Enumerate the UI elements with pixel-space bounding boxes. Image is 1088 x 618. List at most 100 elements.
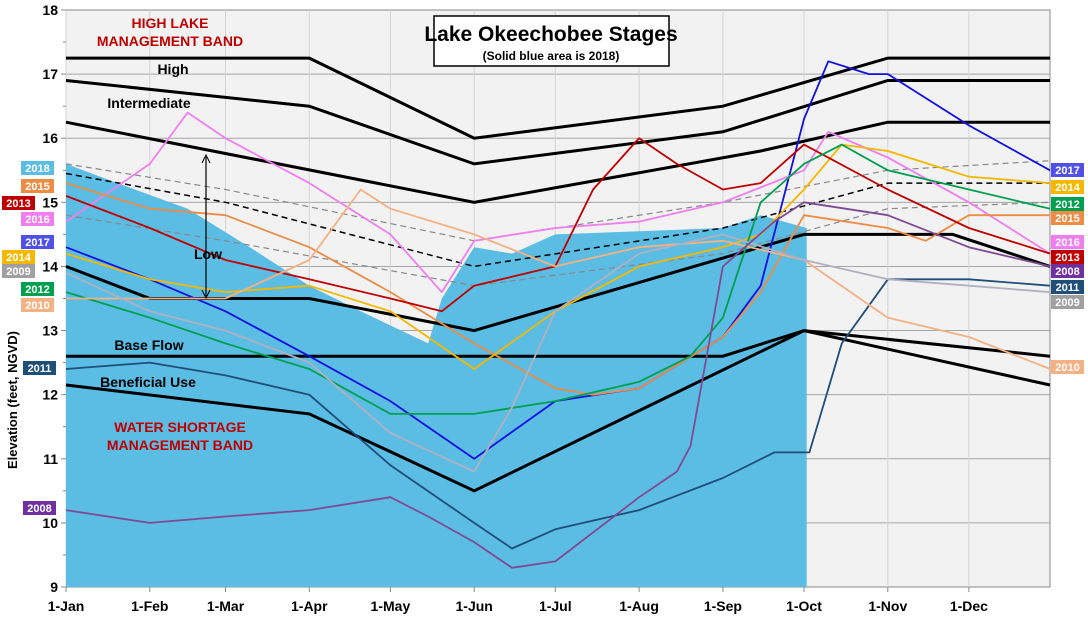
legend-swatch — [2, 196, 35, 210]
legend-label-2015: 2015 — [1051, 211, 1084, 225]
legend-label-2013: 2013 — [2, 196, 35, 210]
dashed-line — [65, 160, 1051, 242]
legend-label-2015: 2015 — [21, 179, 54, 193]
schedule-line-beneficial-use — [65, 329, 1051, 493]
high-band-label-1: HIGH LAKE — [132, 15, 209, 31]
x-tick-label: 1-Jul — [539, 598, 572, 614]
y-tick-label: 18 — [42, 2, 58, 18]
legend-swatch — [21, 282, 54, 296]
series-line-2016 — [65, 111, 1051, 294]
beneficial-use-label: Beneficial Use — [100, 374, 196, 390]
legend-swatch — [21, 235, 54, 249]
y-tick-label: 17 — [42, 66, 58, 82]
legend-text: 2011 — [1056, 282, 1080, 294]
legend-text: 2013 — [6, 198, 30, 210]
legend-swatch — [1051, 264, 1084, 278]
legend-text: 2008 — [27, 503, 51, 515]
legend-text: 2014 — [6, 252, 31, 264]
low-label: Low — [194, 246, 222, 262]
legend-label-2012: 2012 — [21, 282, 54, 296]
legend-label-2016: 2016 — [1051, 235, 1084, 249]
legend-label-2016: 2016 — [21, 212, 54, 226]
x-tick-label: 1-Mar — [207, 598, 245, 614]
dashed-line — [65, 201, 1051, 287]
legend-label-2017: 2017 — [1051, 163, 1084, 177]
legend-text: 2016 — [1055, 237, 1079, 249]
legend-text: 2010 — [25, 300, 49, 312]
legend-label-2014: 2014 — [1051, 180, 1084, 194]
x-tick-label: 1-Feb — [131, 598, 168, 614]
legend-text: 2009 — [1055, 297, 1079, 309]
area-2018 — [66, 163, 807, 587]
legend-label-2012: 2012 — [1051, 197, 1084, 211]
legend-swatch — [1051, 211, 1084, 225]
legend-label-2008: 2008 — [1051, 264, 1084, 278]
series-line-2010 — [66, 188, 1051, 370]
x-tick-label: 1-Dec — [950, 598, 988, 614]
series-line-2011 — [65, 278, 1051, 550]
chart-title: Lake Okeechobee Stages — [424, 23, 677, 46]
legend-label-2010: 2010 — [1051, 360, 1084, 374]
legend-swatch — [21, 212, 54, 226]
legend-swatch — [2, 264, 35, 278]
legend-text: 2011 — [28, 363, 52, 375]
legend-label-2017: 2017 — [21, 235, 54, 249]
x-tick-label: 1-Apr — [291, 598, 328, 614]
legend-swatch — [1051, 360, 1084, 374]
schedule-line-high — [66, 56, 1050, 140]
x-tick-label: 1-Sep — [704, 598, 742, 614]
legend-label-2014: 2014 — [2, 250, 35, 264]
legend-text: 2010 — [1055, 362, 1079, 374]
schedule-line-low-top — [65, 120, 1050, 204]
x-tick-label: 1-Nov — [868, 598, 907, 614]
legend-swatch — [1051, 197, 1084, 211]
legend-label-2009: 2009 — [2, 264, 35, 278]
legend-swatch — [1051, 280, 1084, 294]
legend-swatch — [23, 501, 56, 515]
legend-swatch — [1051, 180, 1084, 194]
legend-text: 2012 — [25, 284, 49, 296]
legend-text: 2014 — [1055, 182, 1080, 194]
legend-label-2011: 2011 — [1051, 280, 1084, 294]
x-tick-label: 1-Aug — [619, 598, 659, 614]
legend-text: 2009 — [6, 266, 30, 278]
arrow-heads — [201, 153, 211, 300]
legend-text: 2015 — [1055, 213, 1079, 225]
shortage-band-label-1: WATER SHORTAGE — [114, 419, 246, 435]
legend-label-2009: 2009 — [1051, 295, 1084, 309]
y-axis-label: Elevation (feet, NGVD) — [5, 331, 20, 469]
chart-subtitle: (Solid blue area is 2018) — [483, 49, 620, 63]
high-band-label-2: MANAGEMENT BAND — [97, 33, 243, 49]
y-tick-label: 15 — [42, 194, 58, 210]
legend-swatch — [23, 361, 56, 375]
schedule-line-intermediate — [65, 79, 1050, 166]
y-tick-label: 13 — [42, 323, 58, 339]
legend-swatch — [1051, 250, 1084, 264]
x-tick-label: 1-Oct — [786, 598, 822, 614]
legend-swatch — [21, 161, 54, 175]
intermediate-label: Intermediate — [107, 95, 190, 111]
legend-text: 2015 — [25, 181, 49, 193]
series-line-2015 — [65, 182, 1050, 396]
series-line-2009 — [65, 233, 1051, 473]
y-tick-label: 14 — [42, 258, 58, 274]
legend-label-2013: 2013 — [1051, 250, 1084, 264]
legend-text: 2017 — [1055, 165, 1079, 177]
legend-text: 2017 — [25, 237, 49, 249]
legend-swatch — [21, 179, 54, 193]
legend-swatch — [2, 250, 35, 264]
y-tick-label: 10 — [42, 515, 58, 531]
legend-swatch — [21, 298, 54, 312]
series-line-2012 — [65, 143, 1051, 415]
dashed-line — [65, 172, 1050, 268]
legend-text: 2013 — [1055, 252, 1079, 264]
shortage-band-label-2: MANAGEMENT BAND — [107, 437, 253, 453]
series-line-2014 — [65, 143, 1051, 370]
legend-label-2018: 2018 — [21, 161, 54, 175]
x-tick-label: 1-Jan — [48, 598, 85, 614]
legend-label-2010: 2010 — [21, 298, 54, 312]
legend-swatch — [1051, 295, 1084, 309]
title-box: Lake Okeechobee Stages (Solid blue area … — [424, 15, 678, 67]
legend-label-2011: 2011 — [23, 361, 56, 375]
legend-text: 2012 — [1055, 199, 1079, 211]
